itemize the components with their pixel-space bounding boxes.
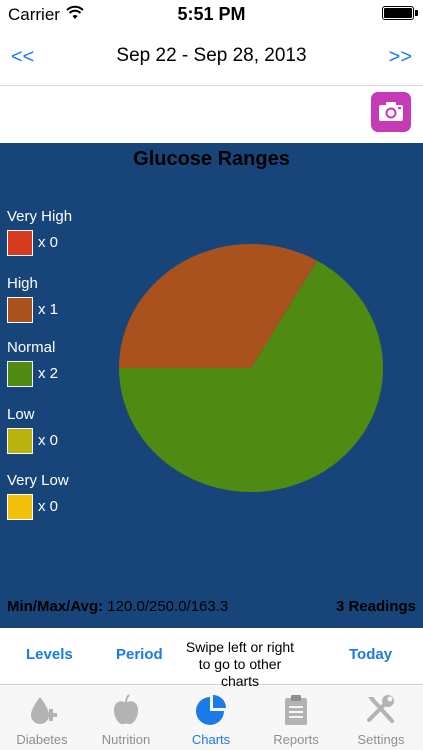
swipe-hint: Swipe left or right to go to other chart… <box>180 639 300 690</box>
diabetes-icon <box>31 697 57 724</box>
readings-count: 3 Readings <box>335 598 416 615</box>
apple-icon <box>114 694 138 725</box>
legend-item-very-low: Very Low x 0 <box>7 472 107 522</box>
camera-button[interactable] <box>371 92 411 132</box>
levels-button[interactable]: Levels <box>26 646 73 663</box>
previous-week-button[interactable]: << <box>11 46 35 68</box>
legend-swatch <box>7 361 33 387</box>
tab-bar: Diabetes Nutrition Charts Reports <box>0 686 423 750</box>
tab-diabetes[interactable]: Diabetes <box>0 686 84 750</box>
period-button[interactable]: Period <box>116 646 163 663</box>
legend-count: x 2 <box>38 365 59 382</box>
legend-label: Normal <box>7 339 56 356</box>
stats-row: Min/Max/Avg: 120.0/250.0/163.3 3 Reading… <box>7 598 416 615</box>
wifi-icon <box>66 5 84 21</box>
pie-slice-normal <box>119 260 383 492</box>
swipe-hint-line-2: to go to other charts <box>198 656 282 689</box>
tools-icon <box>367 695 394 723</box>
legend-count: x 1 <box>38 301 59 318</box>
chart-panel[interactable]: Glucose Ranges Very High x 0 High x 1 No… <box>0 143 423 628</box>
legend-label: Very High <box>7 208 73 225</box>
tab-label: Charts <box>191 732 231 747</box>
tab-reports[interactable]: Reports <box>254 686 338 750</box>
next-week-button[interactable]: >> <box>388 46 412 68</box>
legend-label: Low <box>7 406 35 423</box>
legend-count: x 0 <box>38 234 59 251</box>
pie-slice-high <box>119 243 317 368</box>
glucose-pie-chart <box>119 243 383 492</box>
tab-label: Nutrition <box>101 732 151 747</box>
carrier-label: Carrier <box>8 5 60 24</box>
tab-label: Diabetes <box>16 732 68 747</box>
stats-value: 120.0/250.0/163.3 <box>107 598 229 615</box>
legend-item-high: High x 1 <box>7 275 107 325</box>
legend-count: x 0 <box>38 432 59 449</box>
navigation-bar: << Sep 22 - Sep 28, 2013 >> <box>0 28 423 86</box>
clipboard-icon <box>285 695 307 725</box>
date-range-title: Sep 22 - Sep 28, 2013 <box>116 45 307 66</box>
legend-item-normal: Normal x 2 <box>7 339 107 389</box>
tab-settings[interactable]: Settings <box>339 686 423 750</box>
battery-icon <box>382 6 418 20</box>
today-button[interactable]: Today <box>349 646 393 663</box>
legend-swatch <box>7 230 33 256</box>
swipe-hint-line-1: Swipe left or right <box>185 639 295 655</box>
tab-label: Settings <box>357 732 405 747</box>
legend-item-low: Low x 0 <box>7 406 107 456</box>
legend-swatch <box>7 428 33 454</box>
clock-time: 5:51 PM <box>177 4 246 24</box>
legend-label: Very Low <box>7 472 69 489</box>
tab-label: Reports <box>273 732 319 747</box>
stats-label: Min/Max/Avg: <box>7 598 104 615</box>
legend-label: High <box>7 275 38 292</box>
tab-nutrition[interactable]: Nutrition <box>84 686 168 750</box>
camera-icon <box>379 102 403 121</box>
tab-charts[interactable]: Charts <box>169 686 253 750</box>
toolbar-row <box>0 86 423 143</box>
chart-controls: Levels Period Swipe left or right to go … <box>0 628 423 689</box>
legend-item-very-high: Very High x 0 <box>7 208 107 258</box>
status-bar: Carrier 5:51 PM <box>0 0 423 28</box>
pie-chart-icon <box>196 695 226 725</box>
legend-count: x 0 <box>38 498 59 515</box>
legend-swatch <box>7 297 33 323</box>
legend-swatch <box>7 494 33 520</box>
chart-title: Glucose Ranges <box>133 148 290 170</box>
